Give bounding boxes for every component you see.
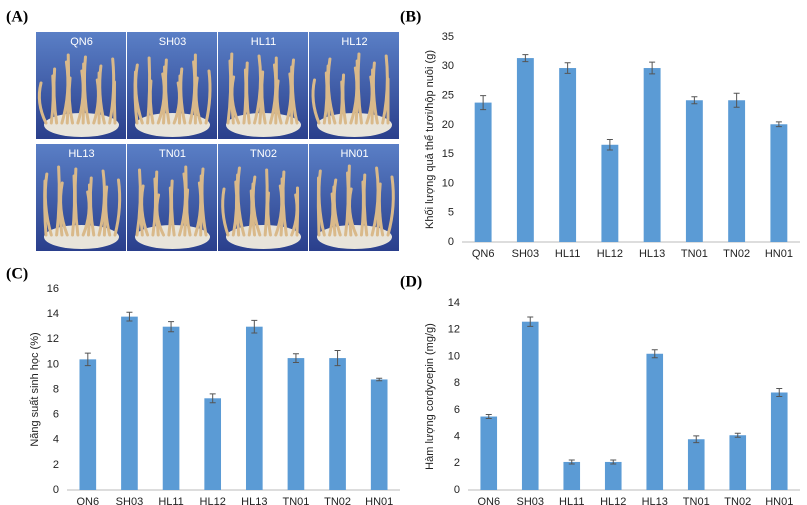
bar [601, 145, 618, 242]
x-tick-label: HL11 [158, 496, 183, 505]
bar [688, 439, 705, 490]
y-tick-label: 8 [454, 377, 460, 389]
bar [559, 68, 576, 242]
bar [563, 462, 580, 490]
y-tick-label: 10 [47, 358, 59, 370]
bar [771, 392, 788, 490]
y-tick-label: 14 [448, 297, 460, 309]
x-tick-label: SH03 [516, 496, 544, 505]
y-tick-label: 14 [47, 308, 59, 320]
photo-label: QN6 [70, 36, 93, 48]
panel-label: (B) [400, 9, 421, 26]
x-tick-label: HN01 [765, 496, 793, 505]
bar [646, 354, 663, 490]
y-tick-label: 10 [448, 350, 460, 362]
y-tick-label: 0 [53, 484, 59, 496]
x-tick-label: HL13 [642, 496, 668, 505]
bar [729, 435, 746, 490]
x-tick-label: HL11 [555, 248, 580, 260]
x-tick-label: HL12 [200, 496, 226, 505]
x-tick-label: HL12 [597, 248, 623, 260]
bar [246, 327, 263, 490]
photo-label: HL11 [251, 36, 276, 48]
bar [288, 358, 305, 490]
photo-label: HL12 [341, 36, 367, 48]
bar [686, 100, 703, 242]
x-tick-label: HL11 [559, 496, 584, 505]
bar [480, 417, 497, 490]
photo-label: TN02 [250, 148, 277, 160]
x-tick-label: TN02 [723, 248, 750, 260]
y-tick-label: 35 [442, 31, 454, 43]
x-tick-label: HL12 [600, 496, 626, 505]
y-tick-label: 2 [454, 457, 460, 469]
panel-label: (C) [6, 266, 28, 283]
y-tick-label: 16 [47, 283, 59, 295]
y-tick-label: 6 [454, 404, 460, 416]
y-tick-label: 0 [454, 484, 460, 496]
bar [517, 58, 534, 242]
y-tick-label: 12 [47, 333, 59, 345]
bar [79, 359, 96, 490]
x-tick-label: TN02 [724, 496, 751, 505]
panel-label: (D) [400, 274, 422, 291]
x-tick-label: QN6 [472, 248, 495, 260]
bar [475, 103, 492, 242]
x-tick-label: HN01 [765, 248, 793, 260]
bar [204, 398, 221, 490]
y-tick-label: 25 [442, 89, 454, 101]
y-tick-label: 4 [454, 430, 460, 442]
bar [522, 322, 539, 490]
y-tick-label: 30 [442, 60, 454, 72]
y-tick-label: 8 [53, 383, 59, 395]
y-tick-label: 4 [53, 434, 59, 446]
x-tick-label: TN01 [681, 248, 708, 260]
y-tick-label: 10 [442, 177, 454, 189]
panel-label: (A) [6, 9, 28, 26]
bar [163, 327, 180, 490]
x-tick-label: HN01 [365, 496, 393, 505]
y-tick-label: 6 [53, 409, 59, 421]
x-tick-label: TN01 [683, 496, 710, 505]
photo-label: HN01 [340, 148, 368, 160]
x-tick-label: TN01 [282, 496, 309, 505]
x-tick-label: SH03 [116, 496, 144, 505]
x-tick-label: HL13 [241, 496, 267, 505]
y-tick-label: 0 [448, 236, 454, 248]
bar [728, 100, 745, 242]
figure: QN6 SH03 HL11 HL12 HL13 TN01 TN02 HN01 (A) (B) K… [0, 0, 807, 505]
bar [329, 358, 346, 490]
x-tick-label: QN6 [77, 496, 100, 505]
photo-label: HL13 [68, 148, 94, 160]
x-tick-label: SH03 [512, 248, 540, 260]
y-tick-label: 5 [448, 207, 454, 219]
x-tick-label: QN6 [477, 496, 500, 505]
y-tick-label: 2 [53, 459, 59, 471]
y-tick-label: 15 [442, 148, 454, 160]
y-tick-label: 20 [442, 119, 454, 131]
photo-grid: QN6 SH03 HL11 HL12 HL13 TN01 TN02 HN01 [36, 32, 399, 251]
photo-label: SH03 [159, 36, 187, 48]
bar [770, 124, 787, 242]
bar [371, 379, 388, 490]
x-tick-label: HL13 [639, 248, 665, 260]
bar [121, 317, 138, 490]
y-axis-label: Khối lượng quả thể tươi/hộp nuôi (g) [424, 50, 436, 229]
y-tick-label: 12 [448, 324, 460, 336]
bar [605, 462, 622, 490]
photo-label: TN01 [159, 148, 186, 160]
mushroom [297, 188, 298, 235]
x-tick-label: TN02 [324, 496, 351, 505]
bar [644, 68, 661, 242]
mushroom [114, 82, 115, 123]
y-axis-label: Năng suất sinh học (%) [29, 332, 41, 446]
y-axis-label: Hàm lượng cordycepin (mg/g) [424, 323, 436, 470]
